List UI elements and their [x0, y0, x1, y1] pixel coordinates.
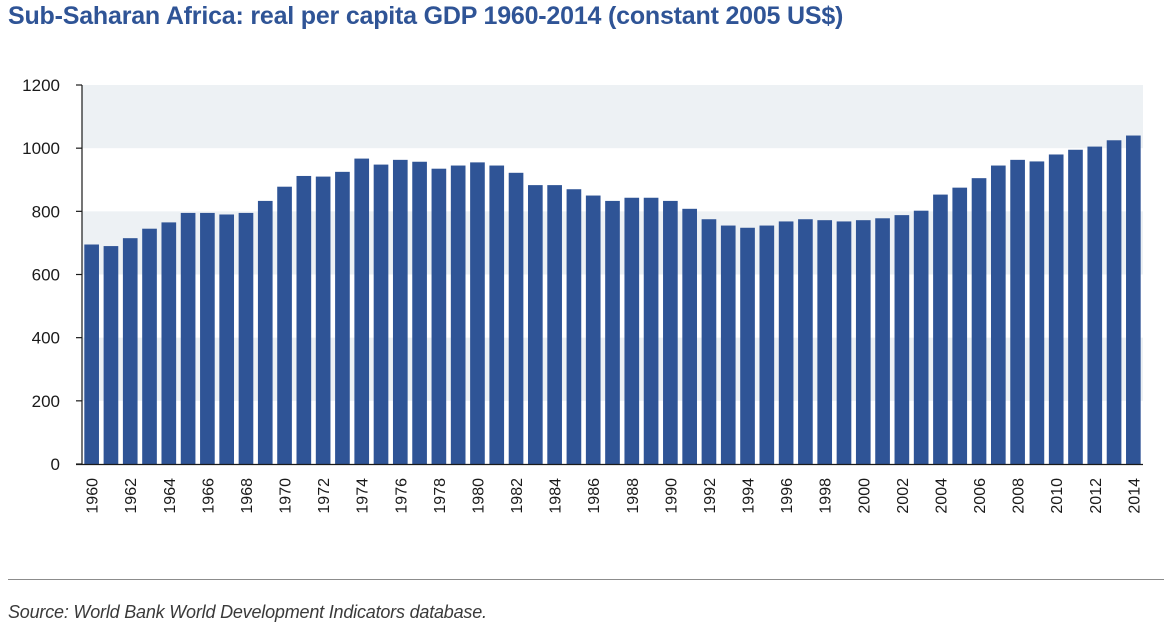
x-tick-label-2000: 2000	[856, 478, 873, 514]
bar-1969	[257, 200, 273, 464]
bar-2004	[933, 194, 948, 464]
bar-2000	[855, 220, 871, 464]
bar-1984	[547, 185, 562, 464]
x-tick-label-1972: 1972	[316, 478, 333, 514]
x-tick-label-2004: 2004	[933, 478, 950, 514]
bar-2002	[894, 215, 910, 464]
y-tick-label-800: 800	[32, 202, 60, 221]
x-tick-label-1984: 1984	[548, 478, 565, 514]
bar-1987	[605, 200, 620, 464]
bar-1961	[103, 246, 119, 464]
bar-1982	[508, 172, 524, 465]
bar-1965	[180, 212, 196, 464]
bar-1988	[624, 197, 640, 464]
x-tick-label-2008: 2008	[1011, 478, 1028, 514]
source-note: Source: World Bank World Development Ind…	[8, 602, 487, 622]
bar-1970	[277, 186, 292, 464]
bar-1980	[470, 162, 485, 464]
bar-2008	[1010, 159, 1025, 464]
divider	[8, 579, 1164, 580]
axes	[76, 84, 1143, 466]
bar-1996	[778, 221, 794, 464]
x-tick-label-2014: 2014	[1126, 478, 1143, 514]
bar-2011	[1068, 149, 1083, 464]
y-tick-label-600: 600	[32, 266, 60, 285]
bar-1975	[373, 164, 389, 464]
bar-1986	[585, 195, 601, 465]
x-tick-label-2006: 2006	[972, 478, 989, 514]
chart-title: Sub-Saharan Africa: real per capita GDP …	[8, 2, 844, 30]
x-tick-label-1966: 1966	[200, 478, 217, 514]
x-tick-label-1978: 1978	[432, 478, 449, 514]
bar-1962	[122, 238, 138, 464]
bar-2012	[1087, 146, 1103, 464]
bar-1992	[701, 219, 717, 464]
bar-1977	[412, 161, 427, 464]
bar-1967	[219, 214, 235, 464]
x-tick-label-1964: 1964	[162, 478, 179, 514]
bar-1972	[315, 176, 331, 464]
y-tick-label-1000: 1000	[22, 139, 60, 158]
bar-1995	[759, 225, 775, 464]
bar-1991	[682, 208, 697, 464]
x-tick-label-1962: 1962	[123, 478, 140, 514]
y-tick-label-1200: 1200	[22, 76, 60, 95]
bar-2001	[875, 218, 890, 464]
bar-1971	[296, 175, 312, 464]
x-tick-label-1960: 1960	[85, 478, 102, 514]
bar-2005	[952, 187, 968, 464]
bar-2007	[990, 165, 1006, 465]
bar-1976	[392, 159, 408, 464]
bar-1979	[450, 165, 466, 465]
bar-1994	[740, 227, 755, 464]
x-tick-label-1988: 1988	[625, 478, 642, 514]
x-tick-label-1998: 1998	[818, 478, 835, 514]
bar-1974	[354, 158, 370, 464]
bar-1989	[643, 197, 659, 464]
bar-1993	[720, 225, 736, 464]
bar-1964	[161, 222, 177, 464]
bar-2003	[913, 210, 929, 464]
bar-2009	[1029, 161, 1045, 464]
bar-1999	[836, 221, 852, 464]
x-tick-label-1990: 1990	[663, 478, 680, 514]
grid-band	[82, 85, 1143, 149]
bar-1997	[798, 219, 813, 464]
y-tick-label-200: 200	[32, 392, 60, 411]
bar-1960	[84, 244, 99, 464]
x-tick-label-1970: 1970	[278, 478, 295, 514]
bar-1990	[663, 200, 678, 464]
y-tick-label-0: 0	[51, 455, 60, 474]
x-tick-label-1982: 1982	[509, 478, 526, 514]
bar-1973	[335, 171, 350, 464]
x-tick-label-2002: 2002	[895, 478, 912, 514]
bar-1998	[817, 220, 833, 464]
bar-1978	[431, 168, 447, 464]
bar-1963	[142, 228, 157, 464]
y-tick-label-400: 400	[32, 329, 60, 348]
x-tick-labels: 1960 1962 1964 1966 1968 1970 1972 1974 1976 1978…	[85, 478, 1144, 514]
x-tick-label-2012: 2012	[1088, 478, 1105, 514]
bar-1985	[566, 189, 582, 465]
bar-2006	[971, 178, 987, 465]
x-tick-label-1994: 1994	[741, 478, 758, 514]
x-tick-label-1974: 1974	[355, 478, 372, 514]
x-tick-label-1996: 1996	[779, 478, 796, 514]
bar-1981	[489, 165, 505, 465]
y-tick-labels: 0 200 400 600 800 1000 1200	[22, 76, 60, 474]
x-tick-label-1980: 1980	[470, 478, 487, 514]
bar-2010	[1048, 154, 1064, 465]
x-tick-label-2010: 2010	[1049, 478, 1066, 514]
x-tick-label-1976: 1976	[393, 478, 410, 514]
bar-2013	[1106, 140, 1122, 464]
bar-2014	[1126, 135, 1141, 464]
bars	[84, 135, 1141, 465]
bar-1983	[528, 185, 543, 464]
x-tick-label-1986: 1986	[586, 478, 603, 514]
bar-1966	[200, 212, 215, 464]
x-tick-label-1992: 1992	[702, 478, 719, 514]
x-tick-label-1968: 1968	[239, 478, 256, 514]
bar-1968	[238, 212, 254, 464]
